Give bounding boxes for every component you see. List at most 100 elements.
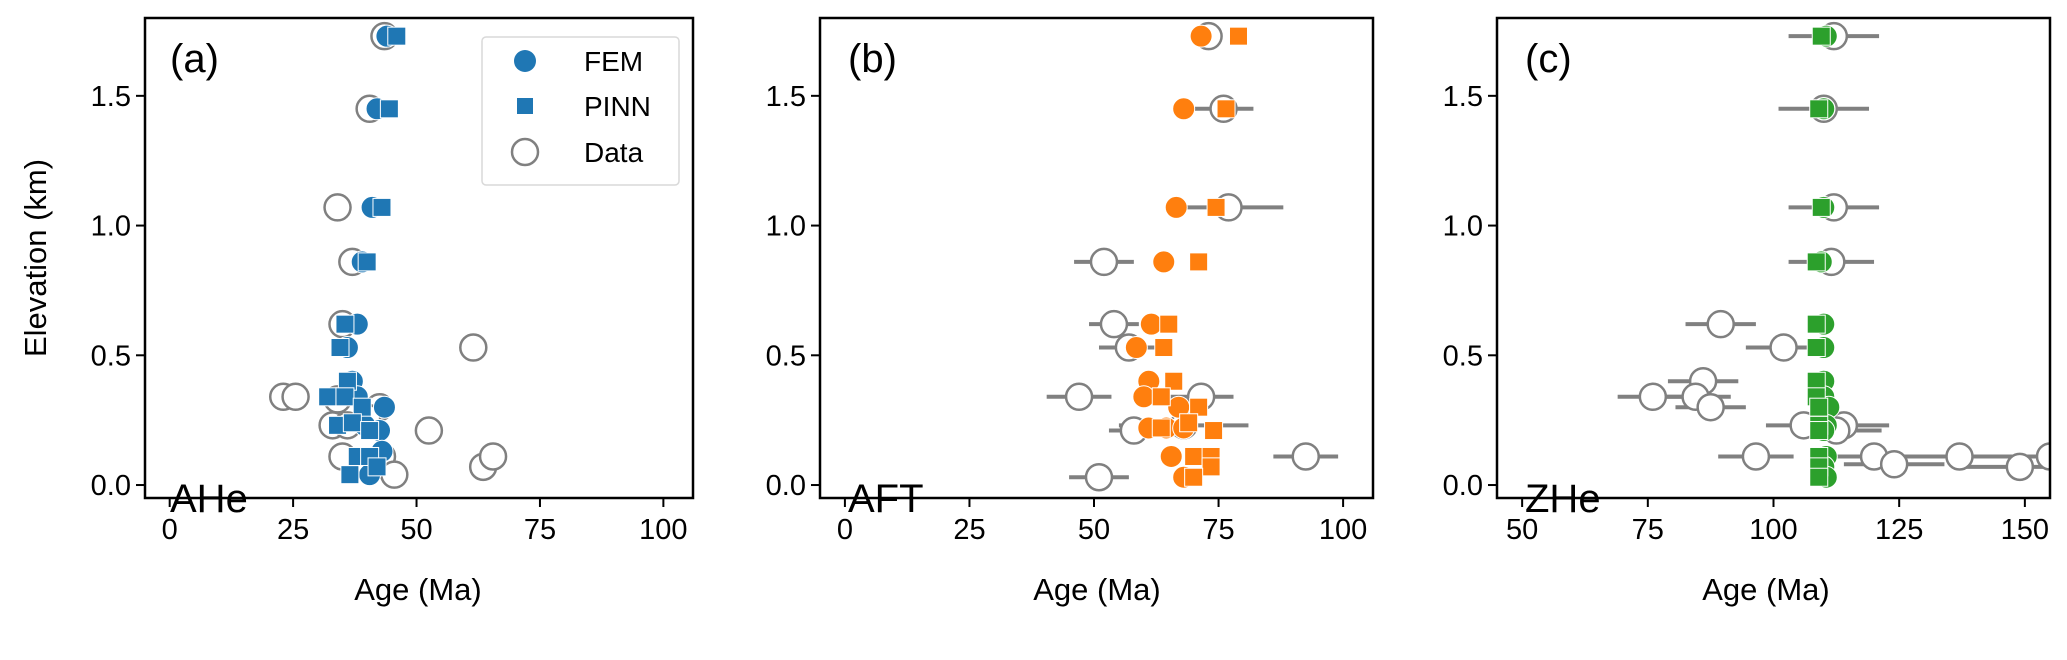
- axes-frame: [818, 16, 1375, 500]
- pinn-point: [387, 26, 407, 46]
- y-tick-label: 1.5: [766, 81, 806, 113]
- panel-label-b: (b): [848, 37, 897, 81]
- data-point: [2005, 452, 2035, 482]
- data-point: [414, 416, 444, 445]
- x-tick-label: 50: [400, 514, 432, 546]
- pinn-point: [1216, 99, 1236, 119]
- pinn-point: [1151, 387, 1171, 407]
- y-tick-label: 0.5: [766, 340, 806, 372]
- pinn-point: [1809, 99, 1829, 119]
- pinn-point: [340, 465, 360, 485]
- pinn-point: [1179, 413, 1199, 433]
- pinn-point: [379, 99, 399, 119]
- legend-pinn-marker: [517, 98, 533, 114]
- y-tick-label: 1.0: [766, 211, 806, 243]
- data-point: [2035, 442, 2050, 471]
- y-tick-label: 0.0: [91, 470, 131, 502]
- pinn-point: [1204, 421, 1224, 441]
- fem-point: [1189, 24, 1213, 48]
- data-point: [1696, 392, 1725, 422]
- legend: FEM PINN Data: [481, 36, 680, 186]
- panel-a: Elevation (km) (a) AHe Age (Ma) 0 25 50 75 1…: [18, 16, 695, 607]
- pinn-point: [1809, 467, 1829, 487]
- pinn-point: [1228, 26, 1248, 46]
- fem-point: [1124, 336, 1148, 360]
- fem-point: [372, 395, 396, 419]
- pinn-point: [1189, 397, 1209, 417]
- pinn-point: [1164, 371, 1184, 391]
- x-tick-label: 100: [639, 514, 687, 546]
- pinn-point: [1811, 197, 1831, 217]
- pinn-point: [1154, 338, 1174, 358]
- pinn-point: [1189, 252, 1209, 272]
- panel-label-a: (a): [170, 37, 219, 81]
- pinn-point: [1806, 252, 1826, 272]
- data-point: [1945, 442, 1974, 471]
- y-tick-label: 1.0: [91, 211, 131, 243]
- legend-fem-label: FEM: [584, 46, 643, 77]
- data-point: [1769, 333, 1798, 362]
- pinn-point: [1806, 314, 1826, 334]
- fem-point: [1132, 385, 1156, 409]
- y-tick-label: 0.0: [1443, 470, 1483, 502]
- fem-point: [1164, 195, 1188, 219]
- data-point: [1638, 382, 1668, 412]
- x-tick-label: 75: [1202, 514, 1234, 546]
- pinn-point: [1809, 421, 1829, 441]
- pinn-point: [330, 338, 350, 358]
- y-tick-label: 1.5: [1443, 81, 1483, 113]
- data-point: [1064, 382, 1094, 412]
- x-tick-label: 100: [1319, 514, 1367, 546]
- x-tick-label: 50: [1506, 514, 1538, 546]
- fem-point: [1152, 250, 1176, 274]
- pinn-point: [1806, 338, 1826, 358]
- data-point: [1741, 442, 1771, 471]
- data-point: [1879, 450, 1909, 479]
- data-point: [1706, 309, 1735, 339]
- data-point: [478, 442, 508, 471]
- pinn-point: [1201, 457, 1221, 477]
- pinn-point: [335, 387, 355, 407]
- pinn-point: [372, 197, 392, 217]
- pinn-point: [318, 387, 338, 407]
- x-tick-label: 75: [1632, 514, 1664, 546]
- data-point: [1099, 309, 1129, 339]
- x-axis-label-a: Age (Ma): [354, 572, 481, 607]
- plot-area: [268, 21, 508, 489]
- x-axis-label-b: Age (Ma): [1033, 572, 1160, 607]
- x-tick-label: 0: [837, 514, 853, 546]
- pinn-point: [1809, 397, 1829, 417]
- panel-label-c: (c): [1525, 37, 1572, 81]
- axes-frame: [143, 16, 695, 500]
- y-tick-label: 1.0: [1443, 211, 1483, 243]
- y-axis-label: Elevation (km): [18, 159, 53, 357]
- data-point: [1084, 462, 1114, 492]
- legend-fem-marker: [514, 50, 536, 72]
- x-tick-label: 0: [162, 514, 178, 546]
- x-tick-label: 50: [1078, 514, 1110, 546]
- pinn-point: [1811, 26, 1831, 46]
- y-tick-label: 0.5: [1443, 340, 1483, 372]
- x-tick-label: 25: [277, 514, 309, 546]
- fem-point: [1172, 97, 1196, 121]
- pinn-point: [357, 252, 377, 272]
- data-point: [459, 333, 488, 362]
- x-tick-label: 125: [1875, 514, 1923, 546]
- fem-point: [1159, 444, 1183, 468]
- x-tick-label: 75: [524, 514, 556, 546]
- plot-area: [1046, 21, 1339, 492]
- data-point: [1089, 247, 1119, 277]
- data-point: [281, 382, 310, 412]
- pinn-point: [342, 413, 362, 433]
- y-tick-label: 0.0: [766, 470, 806, 502]
- data-point: [1291, 442, 1320, 471]
- pinn-point: [367, 457, 387, 477]
- legend-data-label: Data: [584, 137, 644, 168]
- pinn-point: [335, 314, 355, 334]
- pinn-point: [1184, 467, 1204, 487]
- pinn-point: [360, 421, 380, 441]
- fem-point: [1139, 312, 1163, 336]
- y-tick-label: 1.5: [91, 81, 131, 113]
